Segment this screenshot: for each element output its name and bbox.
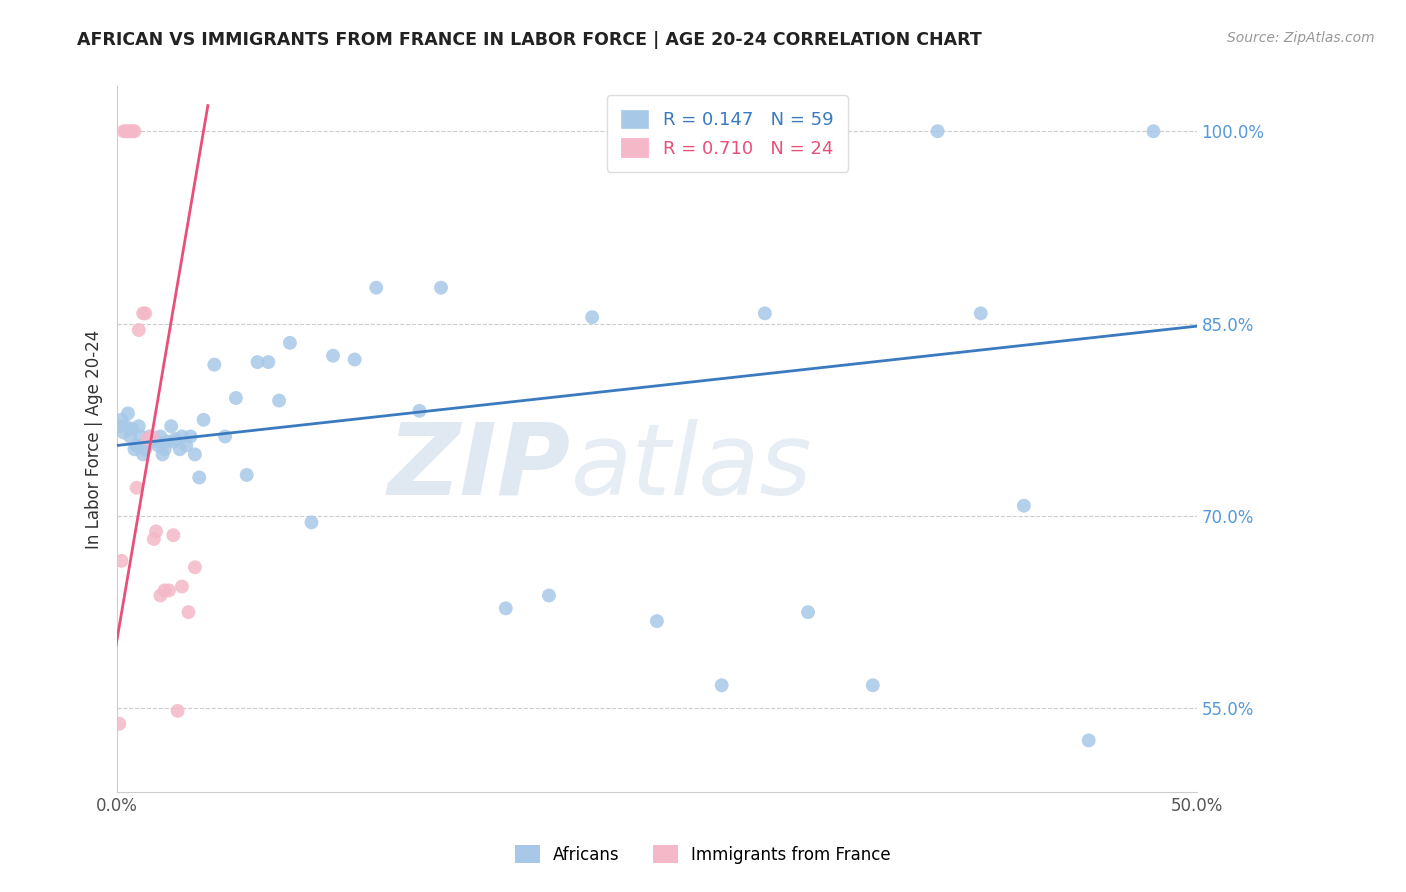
Africans xyxy=(214,429,236,443)
Immigrants from France xyxy=(166,704,188,718)
Immigrants from France xyxy=(162,528,184,542)
Africans xyxy=(114,419,136,434)
Immigrants from France xyxy=(149,589,172,603)
Africans xyxy=(170,429,193,443)
Africans xyxy=(149,429,172,443)
Africans xyxy=(138,429,160,443)
Africans xyxy=(132,447,155,461)
Africans xyxy=(188,470,211,484)
Africans xyxy=(174,438,197,452)
Text: atlas: atlas xyxy=(571,418,813,516)
Text: ZIP: ZIP xyxy=(388,418,571,516)
Africans xyxy=(145,434,167,449)
Africans xyxy=(169,442,191,457)
Immigrants from France xyxy=(153,583,176,598)
Africans xyxy=(257,355,280,369)
Immigrants from France xyxy=(170,580,193,594)
Africans xyxy=(970,306,993,320)
Africans xyxy=(148,438,170,452)
Africans xyxy=(1012,499,1035,513)
Africans xyxy=(180,429,202,443)
Immigrants from France xyxy=(177,605,200,619)
Immigrants from France xyxy=(114,124,136,138)
Africans xyxy=(160,419,183,434)
Africans xyxy=(246,355,269,369)
Africans xyxy=(225,391,247,405)
Immigrants from France xyxy=(132,306,155,320)
Africans xyxy=(193,413,215,427)
Africans xyxy=(269,393,291,408)
Immigrants from France xyxy=(117,124,139,138)
Africans xyxy=(156,434,179,449)
Africans xyxy=(278,335,301,350)
Immigrants from France xyxy=(184,560,207,574)
Africans xyxy=(343,352,366,367)
Africans xyxy=(322,349,344,363)
Africans xyxy=(645,614,668,628)
Africans xyxy=(124,442,146,457)
Africans xyxy=(495,601,517,615)
Legend: Africans, Immigrants from France: Africans, Immigrants from France xyxy=(508,838,898,871)
Africans xyxy=(108,419,131,434)
Africans xyxy=(134,442,156,457)
Africans xyxy=(184,447,207,461)
Immigrants from France xyxy=(121,124,143,138)
Africans xyxy=(366,281,388,295)
Africans xyxy=(129,429,152,443)
Africans xyxy=(430,281,453,295)
Africans xyxy=(235,467,257,482)
Africans xyxy=(162,434,184,449)
Africans xyxy=(128,419,150,434)
Immigrants from France xyxy=(145,524,167,539)
Africans xyxy=(301,516,323,530)
Africans xyxy=(125,438,148,452)
Africans xyxy=(136,434,159,449)
Africans xyxy=(120,429,142,443)
Africans xyxy=(121,422,143,436)
Immigrants from France xyxy=(134,306,156,320)
Immigrants from France xyxy=(142,532,165,546)
Africans xyxy=(141,432,163,446)
Africans xyxy=(797,605,820,619)
Africans xyxy=(581,310,603,325)
Immigrants from France xyxy=(141,429,163,443)
Africans xyxy=(1077,733,1099,747)
Africans xyxy=(153,442,176,457)
Immigrants from France xyxy=(157,583,180,598)
Africans xyxy=(202,358,225,372)
Africans xyxy=(165,432,187,446)
Immigrants from France xyxy=(125,481,148,495)
Immigrants from France xyxy=(128,323,150,337)
Africans xyxy=(754,306,776,320)
Immigrants from France xyxy=(108,716,131,731)
Africans xyxy=(537,589,560,603)
Africans xyxy=(112,425,135,440)
Text: AFRICAN VS IMMIGRANTS FROM FRANCE IN LABOR FORCE | AGE 20-24 CORRELATION CHART: AFRICAN VS IMMIGRANTS FROM FRANCE IN LAB… xyxy=(77,31,981,49)
Africans xyxy=(1142,124,1164,138)
Immigrants from France xyxy=(124,124,146,138)
Africans xyxy=(862,678,884,692)
Africans xyxy=(408,404,430,418)
Africans xyxy=(927,124,949,138)
Immigrants from France xyxy=(120,124,142,138)
Africans xyxy=(110,413,132,427)
Africans xyxy=(117,406,139,420)
Immigrants from France xyxy=(136,432,159,446)
Africans xyxy=(710,678,733,692)
Y-axis label: In Labor Force | Age 20-24: In Labor Force | Age 20-24 xyxy=(86,329,103,549)
Legend: R = 0.147   N = 59, R = 0.710   N = 24: R = 0.147 N = 59, R = 0.710 N = 24 xyxy=(606,95,848,172)
Immigrants from France xyxy=(110,554,132,568)
Immigrants from France xyxy=(112,124,135,138)
Africans xyxy=(152,447,174,461)
Text: Source: ZipAtlas.com: Source: ZipAtlas.com xyxy=(1227,31,1375,45)
